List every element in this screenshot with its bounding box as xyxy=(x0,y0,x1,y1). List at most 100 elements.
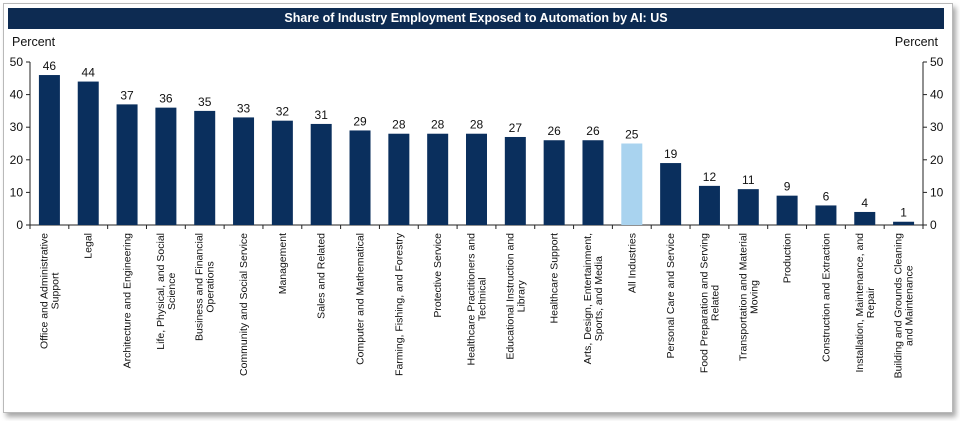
data-label: 28 xyxy=(470,118,484,132)
data-label: 27 xyxy=(509,121,523,135)
data-label: 12 xyxy=(703,170,717,184)
y-tick-label-left: 20 xyxy=(10,153,24,167)
x-tick-label: Personal Care and Service xyxy=(665,233,677,359)
data-label: 26 xyxy=(586,124,600,138)
data-label: 44 xyxy=(82,66,96,80)
x-tick-label-line: Personal Care and Service xyxy=(665,233,677,359)
x-tick-label: Architecture and Engineering xyxy=(122,233,134,369)
y-tick-label-right: 10 xyxy=(930,185,944,199)
x-tick-label: Food Preparation and ServingRelated xyxy=(698,233,721,373)
bar xyxy=(582,140,604,225)
x-tick-label-line: Repair xyxy=(865,287,877,318)
bar xyxy=(698,185,720,225)
x-tick-label: Community and Social Service xyxy=(238,233,250,376)
x-tick-label-line: Sales and Related xyxy=(316,233,328,319)
x-tick-label-line: Construction and Extraction xyxy=(820,233,832,362)
x-tick-label-line: All Industries xyxy=(626,233,638,293)
bar xyxy=(893,221,915,225)
x-tick-label-line: Support xyxy=(49,273,61,310)
x-tick-label: Healthcare Practitioners andTechnical xyxy=(466,233,489,366)
y-tick-label-right: 0 xyxy=(930,218,937,232)
x-tick-label-line: and Maintenance xyxy=(904,265,916,346)
data-label: 6 xyxy=(823,189,830,203)
x-tick-label-line: Healthcare Support xyxy=(549,233,561,324)
x-tick-label-line: Life, Physical, and Social xyxy=(155,233,167,350)
bar xyxy=(155,107,177,225)
bar xyxy=(543,140,565,225)
bar xyxy=(388,133,410,225)
x-tick-label: Farming, Fishing, and Forestry xyxy=(393,232,405,376)
data-label: 28 xyxy=(431,118,445,132)
x-tick-label-line: Management xyxy=(277,233,289,294)
x-tick-label: Protective Service xyxy=(432,233,444,318)
data-label: 28 xyxy=(392,118,406,132)
x-tick-label: Transportation and MaterialMoving xyxy=(737,233,760,361)
bar xyxy=(233,117,255,225)
bar xyxy=(737,189,759,225)
y-tick-label-left: 40 xyxy=(10,88,24,102)
x-tick-label-line: Protective Service xyxy=(432,233,444,318)
bar xyxy=(660,163,682,225)
x-tick-label-line: Arts, Design, Entertainment, xyxy=(582,233,594,364)
x-tick-label: All Industries xyxy=(626,233,638,293)
bar xyxy=(854,211,876,225)
bar xyxy=(621,143,643,225)
x-tick-label-line: Educational Instruction and xyxy=(504,233,516,360)
x-tick-label: Business and FinancialOperations xyxy=(194,233,217,341)
y-tick-label-right: 30 xyxy=(930,120,944,134)
data-label: 33 xyxy=(237,101,251,115)
x-tick-label-line: Installation, Maintenance, and xyxy=(854,233,866,373)
y-tick-label-left: 30 xyxy=(10,120,24,134)
y-tick-label-left: 10 xyxy=(10,185,24,199)
x-tick-label: Life, Physical, and SocialScience xyxy=(155,233,178,350)
x-tick-label-line: Office and Administrative xyxy=(38,233,50,349)
x-tick-label-line: Library xyxy=(515,280,527,313)
data-label: 9 xyxy=(784,180,791,194)
bar xyxy=(38,75,60,225)
y-axis-label-left: Percent xyxy=(12,35,56,49)
bar xyxy=(77,81,99,225)
data-label: 29 xyxy=(353,114,367,128)
bar xyxy=(271,120,293,225)
x-tick-label-line: Science xyxy=(166,273,178,311)
x-tick-label-line: Computer and Mathematical xyxy=(355,233,367,365)
x-tick-label: Legal xyxy=(83,233,95,259)
x-tick-label-line: Moving xyxy=(748,280,760,314)
y-tick-label-right: 40 xyxy=(930,88,944,102)
x-tick-label: Office and AdministrativeSupport xyxy=(38,233,61,349)
x-tick-label-line: Building and Grounds Cleaning xyxy=(893,233,905,379)
data-label: 36 xyxy=(159,92,173,106)
bar xyxy=(194,110,216,225)
data-label: 1 xyxy=(900,206,907,220)
x-tick-label: Arts, Design, Entertainment,Sports, and … xyxy=(582,233,605,364)
data-label: 25 xyxy=(625,128,639,142)
x-tick-label-line: Production xyxy=(782,233,794,283)
x-tick-label-line: Transportation and Material xyxy=(737,233,749,361)
y-tick-label-right: 20 xyxy=(930,153,944,167)
y-tick-label-right: 50 xyxy=(930,55,944,69)
bar xyxy=(427,133,449,225)
x-tick-label-line: Healthcare Practitioners and xyxy=(466,233,478,366)
data-label: 37 xyxy=(120,88,134,102)
chart-title: Share of Industry Employment Exposed to … xyxy=(8,8,944,29)
y-axis-label-right: Percent xyxy=(895,35,939,49)
x-tick-label: Healthcare Support xyxy=(549,233,561,324)
x-tick-label-line: Operations xyxy=(205,261,217,312)
x-tick-label-line: Architecture and Engineering xyxy=(122,233,134,369)
x-tick-label-line: Sports, and Media xyxy=(593,256,605,341)
x-tick-label: Educational Instruction andLibrary xyxy=(504,233,527,360)
data-label: 46 xyxy=(43,59,57,73)
x-tick-label-line: Business and Financial xyxy=(194,233,206,341)
data-label: 35 xyxy=(198,95,212,109)
x-tick-label: Installation, Maintenance, andRepair xyxy=(854,233,877,373)
bar xyxy=(349,130,371,225)
bar xyxy=(116,104,138,225)
bar xyxy=(504,136,526,225)
data-label: 26 xyxy=(547,124,561,138)
x-tick-label-line: Farming, Fishing, and Forestry xyxy=(393,232,405,376)
x-tick-label-line: Community and Social Service xyxy=(238,233,250,376)
data-label: 31 xyxy=(315,108,329,122)
x-tick-label-line: Food Preparation and Serving xyxy=(698,233,710,373)
